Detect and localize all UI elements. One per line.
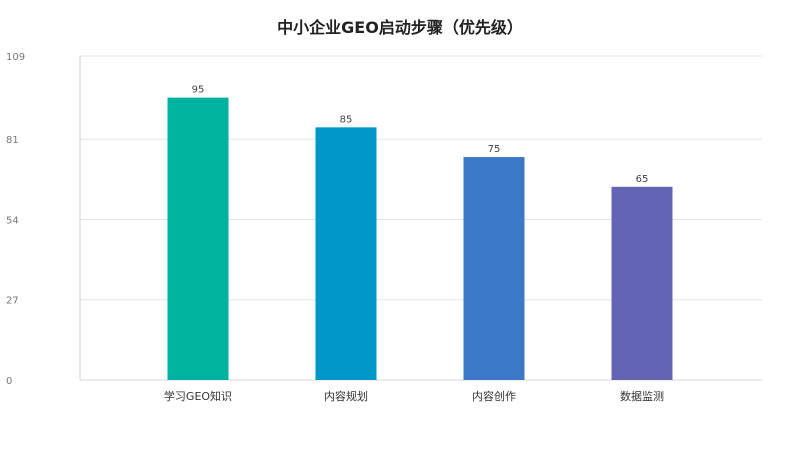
data-label: 75 — [488, 144, 501, 155]
bar — [463, 157, 525, 380]
bar — [611, 186, 673, 380]
x-tick-label: 数据监测 — [620, 389, 664, 403]
x-tick-label: 内容规划 — [324, 389, 368, 403]
chart-title: 中小企业GEO启动步骤（优先级） — [277, 18, 523, 37]
x-tick-label: 学习GEO知识 — [164, 389, 232, 403]
y-tick-label: 109 — [6, 52, 25, 63]
y-tick-label: 54 — [6, 215, 19, 226]
data-labels: 95 85 75 65 — [192, 85, 649, 185]
data-label: 85 — [340, 114, 353, 125]
x-tick-label: 内容创作 — [472, 389, 516, 403]
data-label: 65 — [636, 174, 649, 185]
y-tick-labels: 0 27 54 81 109 — [6, 52, 25, 387]
bar — [315, 127, 377, 380]
data-label: 95 — [192, 85, 205, 96]
y-tick-label: 27 — [6, 296, 19, 307]
x-tick-labels: 学习GEO知识 内容规划 内容创作 数据监测 — [164, 389, 664, 403]
y-tick-label: 81 — [6, 135, 19, 146]
bars — [167, 97, 673, 380]
bar — [167, 97, 229, 380]
y-tick-label: 0 — [6, 376, 12, 387]
